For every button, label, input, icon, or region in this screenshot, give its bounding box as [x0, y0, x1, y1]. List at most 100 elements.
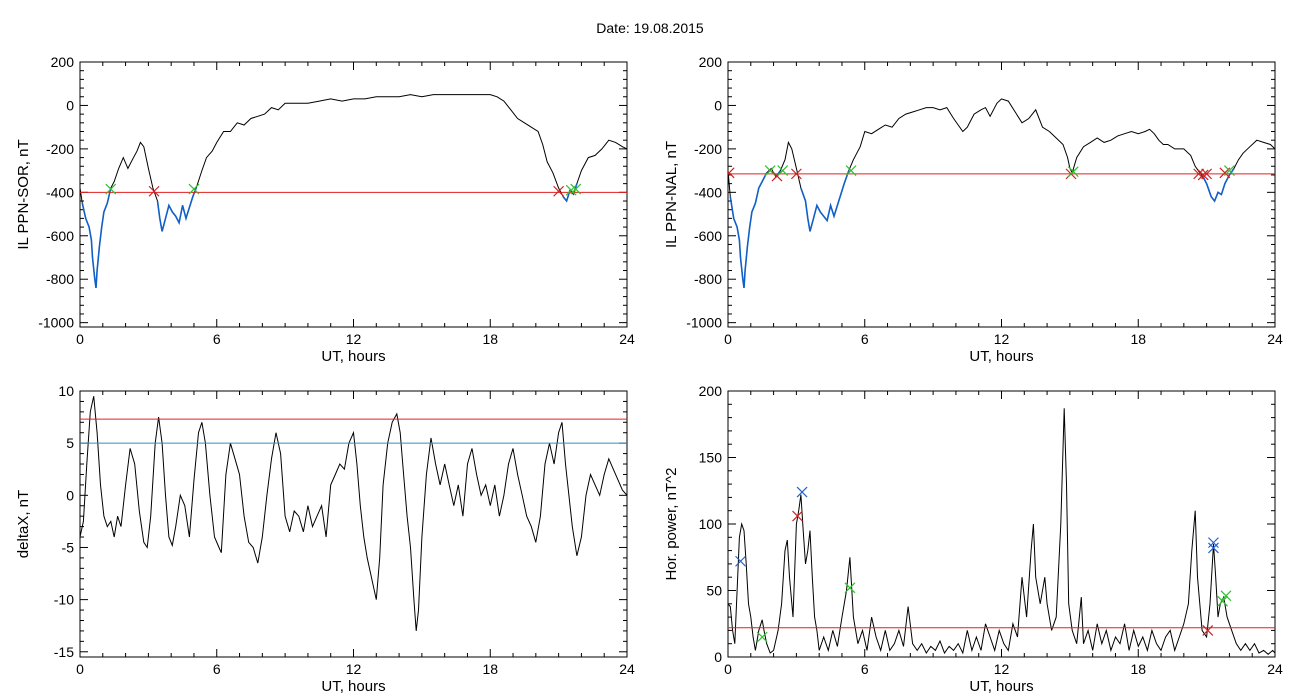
- cross-marker: [105, 183, 117, 195]
- cross-marker: [1208, 537, 1219, 549]
- cross-marker: [565, 184, 577, 196]
- cross-marker: [735, 555, 746, 567]
- cross-marker: [844, 582, 856, 594]
- y-tick-label: -1000: [38, 315, 74, 331]
- x-tick-label: 12: [994, 661, 1010, 677]
- y-tick-label: 0: [66, 487, 74, 503]
- x-tick-label: 24: [619, 331, 635, 347]
- cross-marker: [1208, 542, 1219, 554]
- plot-frame: [727, 390, 1276, 658]
- y-tick-label: 50: [706, 583, 722, 599]
- y-tick-label: -600: [46, 228, 74, 244]
- x-tick-label: 6: [213, 661, 221, 677]
- y-tick-label: -5: [62, 539, 75, 555]
- x-tick-label: 24: [1267, 331, 1283, 347]
- y-tick-label: 0: [66, 97, 74, 113]
- y-tick-label: 0: [714, 649, 722, 665]
- below-threshold-segment: [562, 189, 571, 203]
- x-tick-label: 6: [861, 661, 869, 677]
- cross-marker: [1220, 590, 1232, 602]
- x-tick-label: 18: [482, 661, 498, 677]
- plot-frame: [79, 390, 628, 658]
- x-tick-label: 12: [994, 331, 1010, 347]
- cross-marker: [777, 165, 789, 177]
- cross-marker: [764, 165, 776, 177]
- x-tick-label: 12: [346, 661, 362, 677]
- below-threshold-segment: [156, 187, 197, 232]
- x-tick-label: 6: [861, 331, 869, 347]
- y-tick-label: -200: [694, 141, 722, 157]
- cross-marker: [1193, 168, 1205, 180]
- y-tick-label: -15: [54, 644, 74, 660]
- plot-area: [80, 94, 627, 289]
- below-threshold-segment: [729, 172, 768, 289]
- x-tick-label: 0: [724, 331, 732, 347]
- cross-marker: [1217, 595, 1229, 607]
- date-title: Date: 19.08.2015: [596, 20, 704, 36]
- y-tick-label: -800: [694, 271, 722, 287]
- x-axis-label: UT, hours: [321, 348, 385, 365]
- x-tick-label: 18: [1130, 661, 1146, 677]
- cross-marker: [553, 185, 565, 197]
- y-tick-label: 100: [699, 516, 723, 532]
- y-tick-label: -1000: [686, 315, 722, 331]
- cross-marker: [796, 486, 808, 498]
- y-axis-label: deltaX, nT: [15, 490, 32, 558]
- series-line: [80, 396, 627, 631]
- y-axis-label: IL PPN-SOR, nT: [15, 139, 32, 249]
- cross-marker: [1202, 624, 1214, 636]
- y-tick-label: -400: [46, 184, 74, 200]
- plot-area: [80, 396, 627, 631]
- y-tick-label: -10: [54, 592, 74, 608]
- below-threshold-segment: [81, 187, 112, 289]
- cross-marker: [1067, 166, 1079, 178]
- x-axis-label: UT, hours: [969, 678, 1033, 695]
- series-line: [80, 94, 627, 288]
- x-axis-label: UT, hours: [969, 348, 1033, 365]
- x-tick-label: 0: [76, 331, 84, 347]
- x-tick-label: 18: [1130, 331, 1146, 347]
- plot-area: [728, 408, 1275, 655]
- x-tick-label: 0: [724, 661, 732, 677]
- plot-hor-power: 0 6 12 18 24 200 150 100 50 0 UT, hours Hor. power,…: [663, 383, 1283, 695]
- y-tick-label: -200: [46, 141, 74, 157]
- x-tick-label: 24: [619, 661, 635, 677]
- cross-marker: [756, 631, 768, 643]
- below-threshold-segment: [800, 170, 850, 232]
- y-tick-label: 0: [714, 97, 722, 113]
- x-axis-label: UT, hours: [321, 678, 385, 695]
- y-tick-label: -600: [694, 228, 722, 244]
- x-tick-label: 0: [76, 661, 84, 677]
- below-threshold-segment: [1202, 167, 1235, 203]
- cross-marker: [148, 185, 160, 197]
- series-line: [728, 98, 1275, 288]
- x-tick-label: 18: [482, 331, 498, 347]
- y-tick-label: 200: [699, 54, 723, 70]
- x-tick-label: 24: [1267, 661, 1283, 677]
- cross-marker: [1223, 165, 1235, 177]
- cross-marker: [570, 183, 582, 195]
- y-tick-label: 200: [699, 383, 723, 399]
- y-tick-label: -800: [46, 271, 74, 287]
- y-tick-label: 150: [699, 450, 723, 466]
- plot-ppn-sor: 0 6 12 18 24 200 0 -200 -400 -600 -800 -1000 UT, hou…: [15, 54, 635, 365]
- cross-marker: [845, 165, 857, 177]
- x-tick-label: 12: [346, 331, 362, 347]
- cross-marker: [790, 168, 802, 180]
- x-tick-label: 6: [213, 331, 221, 347]
- plot-frame: [727, 61, 1276, 328]
- y-axis-label: IL PPN-NAL, nT: [663, 141, 680, 248]
- y-tick-label: 10: [58, 383, 74, 399]
- y-axis-label: Hor. power, nT^2: [663, 468, 680, 581]
- series-line: [728, 408, 1275, 655]
- cross-marker: [728, 167, 735, 179]
- plot-frame: [79, 61, 628, 328]
- cross-marker: [1201, 168, 1213, 180]
- y-tick-label: 200: [51, 54, 75, 70]
- plot-deltax: 0 6 12 18 24 10 5 0 -5 -10 -15 UT, hours deltaX, nT: [15, 383, 635, 695]
- cross-marker: [792, 510, 803, 522]
- cross-marker: [188, 183, 200, 195]
- y-tick-label: -400: [694, 184, 722, 200]
